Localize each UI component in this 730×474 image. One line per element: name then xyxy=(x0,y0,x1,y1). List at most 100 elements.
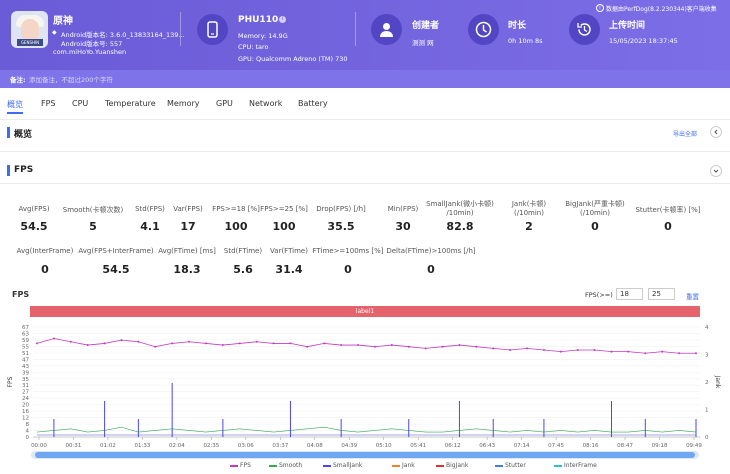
device-cpu: CPU: taro xyxy=(238,43,269,51)
tab-network[interactable]: Network xyxy=(249,99,283,108)
phone-icon xyxy=(197,14,228,45)
frame-metric-value: 0 xyxy=(427,263,435,276)
x-tick-label: 04:39 xyxy=(341,443,357,449)
tab-bar: 概览 FPS CPU Temperature Memory GPU Networ… xyxy=(0,94,730,114)
x-tick-label: 09:18 xyxy=(652,443,668,449)
y-tick-label: 59 xyxy=(22,338,29,344)
x-tick-label: 01:02 xyxy=(100,443,116,449)
export-all-link[interactable]: 导出全部 xyxy=(673,131,698,138)
app-package: com.miHoYo.Yuanshen xyxy=(53,48,127,56)
tab-cpu[interactable]: CPU xyxy=(72,99,89,108)
fps-point xyxy=(86,344,89,347)
x-tick-label: 09:49 xyxy=(686,443,702,449)
fps-point xyxy=(390,344,393,347)
fps-chart[interactable]: 0481216202427313539434751555963670123400… xyxy=(0,318,730,450)
fps-point xyxy=(289,342,292,345)
fps-point xyxy=(272,342,275,345)
y-tick-label: 24 xyxy=(22,396,29,402)
scrollbar-range[interactable] xyxy=(35,452,695,458)
app-version-name: Android版本名: 3.6.0_13833164_139... xyxy=(61,31,185,39)
frame-metric-label: Avg(FPS+InterFrame) xyxy=(78,247,154,255)
tab-gpu[interactable]: GPU xyxy=(216,99,233,108)
expand-button[interactable] xyxy=(710,165,722,177)
y-tick-label: 51 xyxy=(22,351,29,357)
upload-value: 15/05/2023 18:37:45 xyxy=(609,37,678,45)
fps-point xyxy=(221,344,224,347)
divider xyxy=(0,119,730,120)
fps-threshold-2[interactable]: 25 xyxy=(648,288,675,300)
divider xyxy=(355,12,356,46)
legend-item[interactable]: InterFrame xyxy=(554,462,597,469)
x-tick-label: 02:35 xyxy=(203,443,219,449)
fps-metric-value: 35.5 xyxy=(327,220,355,233)
collapse-button[interactable] xyxy=(710,126,722,138)
legend-item[interactable]: BigJank xyxy=(436,462,468,469)
fps-metric-label: Jank(卡顿) (/10min) xyxy=(511,200,547,217)
fps-point xyxy=(407,345,410,348)
fps-metric-value: 0 xyxy=(664,220,672,233)
duration-value: 0h 10m 8s xyxy=(508,37,543,45)
fps-line xyxy=(36,338,696,354)
tab-memory[interactable]: Memory xyxy=(167,99,200,108)
y2-tick-label: 4 xyxy=(705,325,709,331)
legend-label: Stutter xyxy=(505,462,526,469)
tab-overview[interactable]: 概览 xyxy=(7,100,23,109)
app-icon: GENSHIN xyxy=(11,11,48,48)
tab-battery[interactable]: Battery xyxy=(298,99,328,108)
legend-item[interactable]: SmallJank xyxy=(323,462,362,469)
data-source: 数据由PerfDog(8.2.230344)客户端收集 xyxy=(606,6,717,13)
legend-item[interactable]: FPS xyxy=(230,462,251,469)
fps-metric-value: 100 xyxy=(224,220,248,233)
fps-point xyxy=(306,345,309,348)
timeline-scrollbar[interactable] xyxy=(31,451,699,459)
fps-metric-value: 5 xyxy=(89,220,97,233)
x-tick-label: 00:00 xyxy=(31,443,47,449)
fps-metric-label: BigJank(严重卡顿) (/10min) xyxy=(565,200,625,217)
tab-fps[interactable]: FPS xyxy=(41,99,56,108)
user-icon xyxy=(371,14,402,45)
device-name: PHU110 xyxy=(238,15,279,25)
fps-point xyxy=(526,347,529,350)
fps-point xyxy=(238,342,241,345)
info-icon[interactable]: i xyxy=(279,16,286,23)
x-tick-label: 04:08 xyxy=(307,443,323,449)
legend-item[interactable]: Stutter xyxy=(495,462,526,469)
x-tick-label: 03:06 xyxy=(238,443,254,449)
fps-point xyxy=(492,347,495,350)
section-marker xyxy=(7,127,10,138)
fps-metric-value: 54.5 xyxy=(20,220,48,233)
fps-metric-label: Std(FPS) xyxy=(135,205,165,213)
duration-label: 时长 xyxy=(508,21,527,31)
note-input[interactable]: 添加备注，不超过200个字符 xyxy=(29,76,113,84)
y-tick-label: 47 xyxy=(22,357,29,363)
fps-metric-value: 82.8 xyxy=(446,220,474,233)
fps-point xyxy=(610,350,613,353)
x-tick-label: 08:16 xyxy=(583,443,599,449)
fps-point xyxy=(103,342,106,345)
fps-threshold-1[interactable]: 18 xyxy=(616,288,643,300)
reset-button[interactable]: 重置 xyxy=(686,293,699,301)
legend-item[interactable]: Smooth xyxy=(269,462,302,469)
tab-temperature[interactable]: Temperature xyxy=(105,99,156,108)
fps-point xyxy=(542,348,545,351)
fps-point xyxy=(593,348,596,351)
y-tick-label: 20 xyxy=(22,403,29,409)
chevron-down-icon xyxy=(713,169,719,173)
overview-title: 概览 xyxy=(14,130,33,140)
label-bar[interactable]: label1 xyxy=(30,306,700,317)
fps-point xyxy=(576,348,579,351)
x-tick-label: 05:41 xyxy=(410,443,426,449)
y2-tick-label: 0 xyxy=(705,435,709,441)
fps-metric-value: 30 xyxy=(395,220,411,233)
frame-metric-value: 54.5 xyxy=(102,263,130,276)
frame-metric-value: 31.4 xyxy=(275,263,303,276)
fps-point xyxy=(120,339,123,342)
section-marker xyxy=(7,165,10,176)
fps-metric-label: Avg(FPS) xyxy=(18,205,50,213)
fps-metric-value: 4.1 xyxy=(140,220,160,233)
fps-point xyxy=(559,350,562,353)
report-header: GENSHIN 原神 ◆ Android版本名: 3.6.0_13833164_… xyxy=(0,0,730,70)
fps-point xyxy=(340,344,343,347)
fps-point xyxy=(204,342,207,345)
legend-item[interactable]: Jank xyxy=(392,462,415,469)
